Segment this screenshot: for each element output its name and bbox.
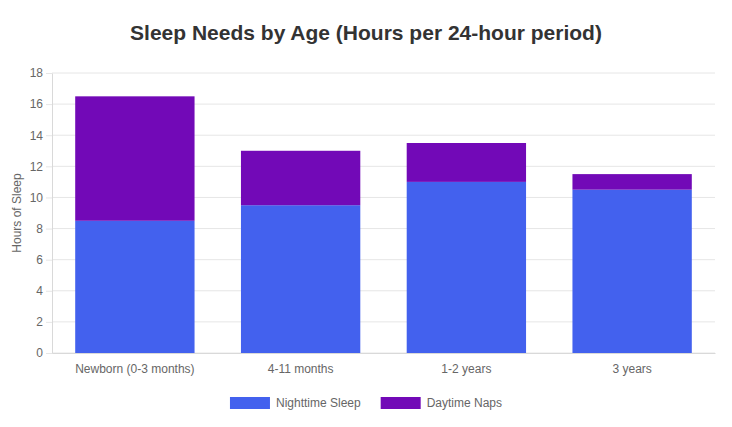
legend-swatch bbox=[381, 397, 421, 409]
tick: Newborn (0-3 months) bbox=[75, 362, 194, 376]
tick-label: 18 bbox=[30, 66, 44, 80]
tick: 1-2 years bbox=[441, 362, 491, 376]
legend-label: Nighttime Sleep bbox=[276, 396, 361, 410]
tick: 12 bbox=[30, 160, 52, 174]
tick: 6 bbox=[36, 253, 52, 267]
bar bbox=[75, 96, 194, 220]
tick-mark bbox=[46, 197, 52, 198]
tick-mark bbox=[46, 73, 52, 74]
grid bbox=[52, 73, 715, 353]
tick-label: 4-11 months bbox=[268, 362, 334, 376]
bars bbox=[75, 96, 692, 353]
tick-label: 12 bbox=[30, 160, 44, 174]
tick: 18 bbox=[30, 66, 52, 80]
bar bbox=[241, 205, 360, 353]
legend: Nighttime Sleep Daytime Naps bbox=[230, 396, 502, 410]
tick-mark bbox=[46, 229, 52, 230]
tick: 2 bbox=[36, 315, 52, 329]
tick: 0 bbox=[36, 346, 52, 360]
bar bbox=[241, 151, 360, 205]
title: Sleep Needs by Age (Hours per 24-hour pe… bbox=[130, 21, 602, 44]
tick-mark bbox=[46, 135, 52, 136]
tick-label: 10 bbox=[30, 191, 44, 205]
legend-label: Daytime Naps bbox=[427, 396, 502, 410]
legend-item: Nighttime Sleep bbox=[230, 396, 361, 410]
tick-label: 1-2 years bbox=[441, 362, 491, 376]
tick-mark bbox=[46, 260, 52, 261]
series bbox=[75, 96, 692, 220]
tick-label: 3 years bbox=[612, 362, 651, 376]
bar bbox=[75, 221, 194, 353]
y-axis: 0 2 4 6 8 10 12 14 16 18 bbox=[30, 66, 53, 360]
tick: 14 bbox=[30, 129, 52, 143]
tick-label: 8 bbox=[36, 222, 43, 236]
legend-item: Daytime Naps bbox=[381, 396, 502, 410]
chart: Sleep Needs by Age (Hours per 24-hour pe… bbox=[0, 0, 732, 427]
tick: 10 bbox=[30, 191, 52, 205]
bar bbox=[407, 143, 526, 182]
tick: 16 bbox=[30, 97, 52, 111]
tick-mark bbox=[46, 104, 52, 105]
bar bbox=[572, 174, 691, 190]
tick-label: 2 bbox=[36, 315, 43, 329]
tick: 3 years bbox=[612, 362, 651, 376]
tick-label: 0 bbox=[36, 346, 43, 360]
axis-line bbox=[52, 74, 53, 354]
grid-line bbox=[52, 73, 715, 74]
tick: 8 bbox=[36, 222, 52, 236]
tick: 4 bbox=[36, 284, 52, 298]
tick-label: 16 bbox=[30, 97, 44, 111]
bar bbox=[572, 190, 691, 353]
legend-swatch bbox=[230, 397, 270, 409]
tick-mark bbox=[46, 291, 52, 292]
axis-title: Hours of Sleep bbox=[10, 173, 24, 253]
tick-label: 4 bbox=[36, 284, 43, 298]
tick-mark bbox=[46, 353, 52, 354]
bar bbox=[407, 182, 526, 353]
tick-label: 6 bbox=[36, 253, 43, 267]
tick-mark bbox=[46, 322, 52, 323]
tick-mark bbox=[46, 166, 52, 167]
x-axis: Newborn (0-3 months) 4-11 months 1-2 years… bbox=[53, 354, 716, 376]
plot: 0 2 4 6 8 10 12 14 16 18 Newborn (0-3 months) 4-11 … bbox=[30, 66, 716, 375]
tick-label: Newborn (0-3 months) bbox=[75, 362, 194, 376]
tick-label: 14 bbox=[30, 129, 44, 143]
tick: 4-11 months bbox=[268, 362, 334, 376]
axis-line bbox=[53, 353, 716, 354]
